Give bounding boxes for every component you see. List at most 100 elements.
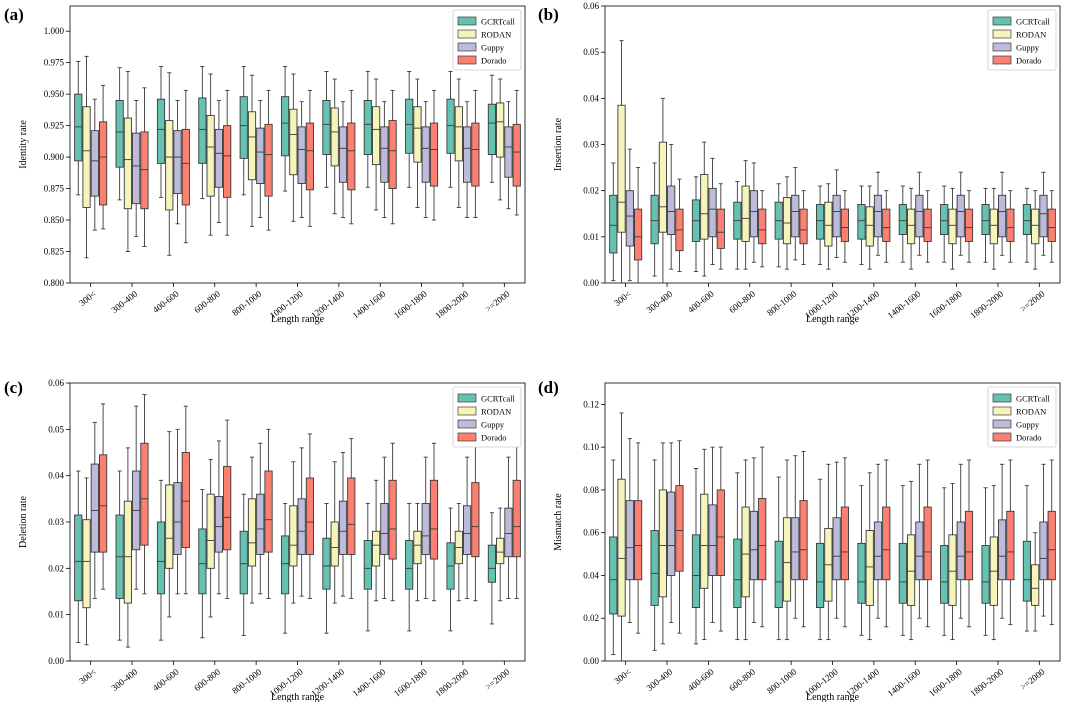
box-gcrtcall — [857, 485, 866, 636]
box-guppy — [667, 442, 676, 623]
box-iqr — [791, 194, 800, 238]
box-gcrtcall — [816, 185, 825, 265]
box-iqr — [824, 201, 833, 247]
box-iqr — [214, 128, 223, 188]
box-iqr — [1022, 204, 1031, 235]
x-tick-label: 600-800 — [727, 288, 757, 315]
x-tick-label: 1600-1800 — [927, 666, 964, 698]
legend-label: RODAN — [481, 30, 511, 40]
box-dorado — [634, 442, 643, 634]
legend-label: Guppy — [481, 43, 505, 53]
box-dorado — [388, 442, 397, 602]
box-guppy — [915, 171, 924, 256]
box-guppy — [956, 171, 965, 256]
box-gcrtcall — [281, 503, 290, 634]
box-rodan — [330, 461, 339, 604]
legend-swatch — [992, 29, 1012, 39]
box-iqr — [74, 514, 83, 602]
box-guppy — [832, 461, 841, 619]
box-iqr — [496, 537, 505, 565]
box-rodan — [907, 187, 916, 270]
box-iqr — [749, 190, 758, 238]
x-tick-label: 1800-2000 — [968, 666, 1005, 698]
box-iqr — [816, 542, 825, 608]
box-guppy — [463, 456, 472, 599]
box-dorado — [305, 433, 314, 599]
y-tick-label: 0.00 — [48, 656, 64, 666]
box-guppy — [504, 101, 513, 210]
legend-swatch — [457, 419, 477, 429]
box-iqr — [281, 96, 290, 157]
x-tick-label: 300-400 — [109, 288, 139, 315]
box-gcrtcall — [981, 187, 990, 263]
box-iqr — [741, 185, 750, 242]
x-tick-label: 300< — [612, 667, 633, 686]
box-guppy — [749, 162, 758, 263]
y-tick-label: 0.06 — [48, 378, 64, 388]
box-iqr — [256, 493, 265, 555]
box-gcrtcall — [898, 185, 907, 263]
y-tick-label: 0.08 — [583, 485, 599, 495]
chart-panel-3: (c) 0.00 0.01 0.02 0.03 0.04 0.05 0.06 Deletion … — [4, 378, 526, 703]
x-tick-label: 300< — [612, 289, 633, 308]
box-iqr — [338, 126, 348, 183]
y-tick-label: 0.00 — [583, 656, 599, 666]
box-iqr — [338, 500, 348, 555]
box-dorado — [512, 442, 521, 599]
box-iqr — [206, 115, 215, 197]
x-tick-label: 1600-1800 — [392, 666, 429, 698]
box-gcrtcall — [156, 65, 166, 198]
box-gcrtcall — [487, 74, 496, 183]
legend-label: GCRTcall — [1016, 17, 1050, 27]
legend-label: Dorado — [481, 433, 507, 443]
box-iqr — [471, 122, 480, 187]
legend-swatch — [992, 16, 1012, 26]
box-gcrtcall — [774, 476, 783, 641]
box-iqr — [305, 122, 314, 191]
box-rodan — [989, 187, 998, 270]
box-guppy — [749, 457, 758, 623]
box-rodan — [413, 78, 422, 208]
legend-label: GCRTcall — [1016, 394, 1050, 404]
box-dorado — [923, 459, 932, 628]
box-rodan — [700, 141, 709, 277]
box-dorado — [964, 459, 974, 628]
box-dorado — [140, 87, 149, 247]
x-tick-label: 300< — [77, 289, 98, 308]
box-gcrtcall — [609, 459, 618, 656]
legend-swatch — [457, 432, 477, 442]
box-gcrtcall — [487, 512, 496, 625]
box-iqr — [882, 208, 891, 242]
box-iqr — [140, 131, 149, 210]
box-rodan — [782, 176, 792, 270]
box-iqr — [898, 204, 907, 235]
box-iqr — [940, 545, 949, 604]
box-dorado — [223, 419, 232, 599]
box-iqr — [923, 506, 932, 581]
legend-label: Dorado — [1016, 433, 1042, 443]
x-tick-label: 1600-1800 — [392, 288, 429, 320]
x-tick-label: 800-1000 — [230, 288, 264, 317]
box-iqr — [405, 98, 414, 154]
box-guppy — [297, 447, 306, 597]
x-tick-label: 400-600 — [686, 666, 716, 693]
box-iqr — [816, 204, 825, 240]
box-iqr — [165, 120, 174, 211]
box-rodan — [865, 472, 874, 641]
legend-swatch — [457, 16, 477, 26]
box-iqr — [198, 97, 207, 164]
y-axis-label: Insertion rate — [553, 117, 564, 171]
box-iqr — [463, 505, 472, 555]
box-iqr — [733, 538, 742, 608]
box-iqr — [782, 197, 792, 245]
legend-swatch — [992, 406, 1012, 416]
legend-swatch — [457, 55, 477, 65]
box-gcrtcall — [115, 67, 124, 201]
box-guppy — [791, 455, 800, 619]
box-iqr — [82, 106, 91, 208]
x-tick-label: 600-800 — [727, 666, 757, 693]
box-iqr — [1006, 208, 1015, 242]
legend-label: Guppy — [1016, 420, 1040, 430]
box-iqr — [964, 510, 974, 581]
y-axis-label: Identity rate — [18, 120, 29, 169]
